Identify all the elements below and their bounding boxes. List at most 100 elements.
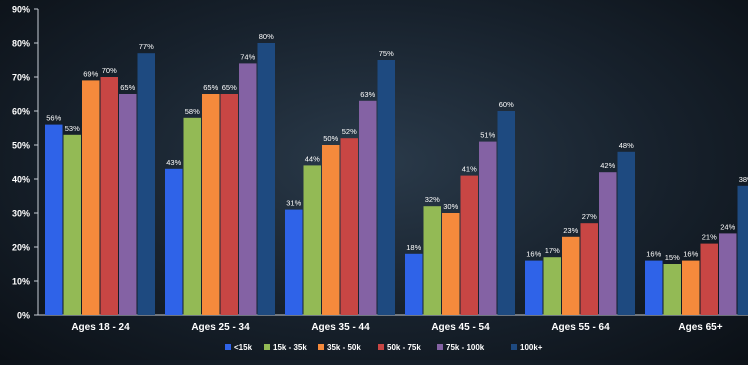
legend-label: 100k+	[520, 343, 543, 352]
x-tick-label: Ages 65+	[678, 322, 722, 333]
data-label: 48%	[619, 141, 634, 150]
data-label: 21%	[702, 233, 717, 242]
data-label: 18%	[406, 243, 421, 252]
data-label: 44%	[305, 154, 320, 163]
y-tick-label: 80%	[12, 39, 30, 49]
y-tick-label: 0%	[17, 311, 30, 321]
x-tick-label: Ages 35 - 44	[311, 322, 370, 333]
data-label: 63%	[360, 90, 375, 99]
legend-label: 35k - 50k	[327, 343, 361, 352]
bar	[119, 94, 137, 315]
bar	[618, 152, 636, 315]
data-label: 24%	[720, 222, 735, 231]
legend-swatch	[318, 344, 324, 350]
x-tick-label: Ages 45 - 54	[431, 322, 490, 333]
bar	[498, 111, 516, 315]
data-label: 27%	[582, 212, 597, 221]
y-tick-label: 10%	[12, 277, 30, 287]
bar	[544, 257, 562, 315]
y-tick-label: 70%	[12, 73, 30, 83]
data-label: 80%	[259, 32, 274, 41]
bar	[599, 172, 617, 315]
data-label: 65%	[203, 83, 218, 92]
bar	[202, 94, 220, 315]
data-label: 60%	[499, 100, 514, 109]
legend-swatch	[264, 344, 270, 350]
y-tick-label: 60%	[12, 107, 30, 117]
bar	[322, 145, 340, 315]
bar	[82, 80, 100, 315]
data-label: 50%	[323, 134, 338, 143]
y-tick-label: 40%	[12, 175, 30, 185]
data-label: 43%	[166, 158, 181, 167]
bar	[525, 261, 543, 315]
bar	[221, 94, 239, 315]
legend-swatch	[437, 344, 443, 350]
data-label: 16%	[526, 250, 541, 259]
bar	[405, 254, 423, 315]
bar	[184, 118, 202, 315]
data-label: 70%	[102, 66, 117, 75]
legend-swatch	[511, 344, 517, 350]
bar	[682, 261, 700, 315]
data-label: 15%	[665, 253, 680, 262]
data-label: 75%	[379, 49, 394, 58]
data-label: 56%	[46, 114, 61, 123]
bar	[304, 165, 322, 315]
data-label: 51%	[480, 131, 495, 140]
legend-swatch	[225, 344, 231, 350]
y-tick-label: 20%	[12, 243, 30, 253]
data-label: 74%	[240, 52, 255, 61]
bar	[461, 176, 479, 315]
bar	[285, 210, 303, 315]
data-label: 52%	[342, 127, 357, 136]
data-label: 41%	[462, 165, 477, 174]
y-tick-label: 90%	[12, 5, 30, 15]
data-label: 17%	[545, 246, 560, 255]
data-label: 16%	[646, 250, 661, 259]
bar	[562, 237, 580, 315]
data-label: 53%	[65, 124, 80, 133]
bar	[258, 43, 276, 315]
data-label: 69%	[83, 69, 98, 78]
data-label: 30%	[443, 202, 458, 211]
data-label: 42%	[600, 161, 615, 170]
legend-label: 75k - 100k	[446, 343, 485, 352]
data-label: 31%	[286, 199, 301, 208]
bar	[719, 233, 737, 315]
data-label: 65%	[222, 83, 237, 92]
x-tick-label: Ages 18 - 24	[71, 322, 130, 333]
y-tick-label: 50%	[12, 141, 30, 151]
bar	[64, 135, 82, 315]
bar	[378, 60, 396, 315]
data-label: 38%	[739, 175, 748, 184]
data-label: 65%	[120, 83, 135, 92]
bar	[424, 206, 442, 315]
bar	[45, 125, 63, 315]
bar	[581, 223, 599, 315]
bar	[165, 169, 183, 315]
data-label: 23%	[563, 226, 578, 235]
x-tick-label: Ages 55 - 64	[551, 322, 610, 333]
x-tick-label: Ages 25 - 34	[191, 322, 250, 333]
legend-swatch	[378, 344, 384, 350]
data-label: 16%	[683, 250, 698, 259]
bar	[101, 77, 119, 315]
bar	[359, 101, 377, 315]
data-label: 77%	[139, 42, 154, 51]
bar	[138, 53, 156, 315]
data-label: 32%	[425, 195, 440, 204]
bar	[341, 138, 359, 315]
bar	[701, 244, 719, 315]
bar	[442, 213, 460, 315]
bar	[239, 63, 257, 315]
y-tick-label: 30%	[12, 209, 30, 219]
bar	[479, 142, 497, 315]
legend-label: 15k - 35k	[273, 343, 307, 352]
bar	[645, 261, 663, 315]
data-label: 58%	[185, 107, 200, 116]
bar	[664, 264, 682, 315]
bar	[738, 186, 748, 315]
